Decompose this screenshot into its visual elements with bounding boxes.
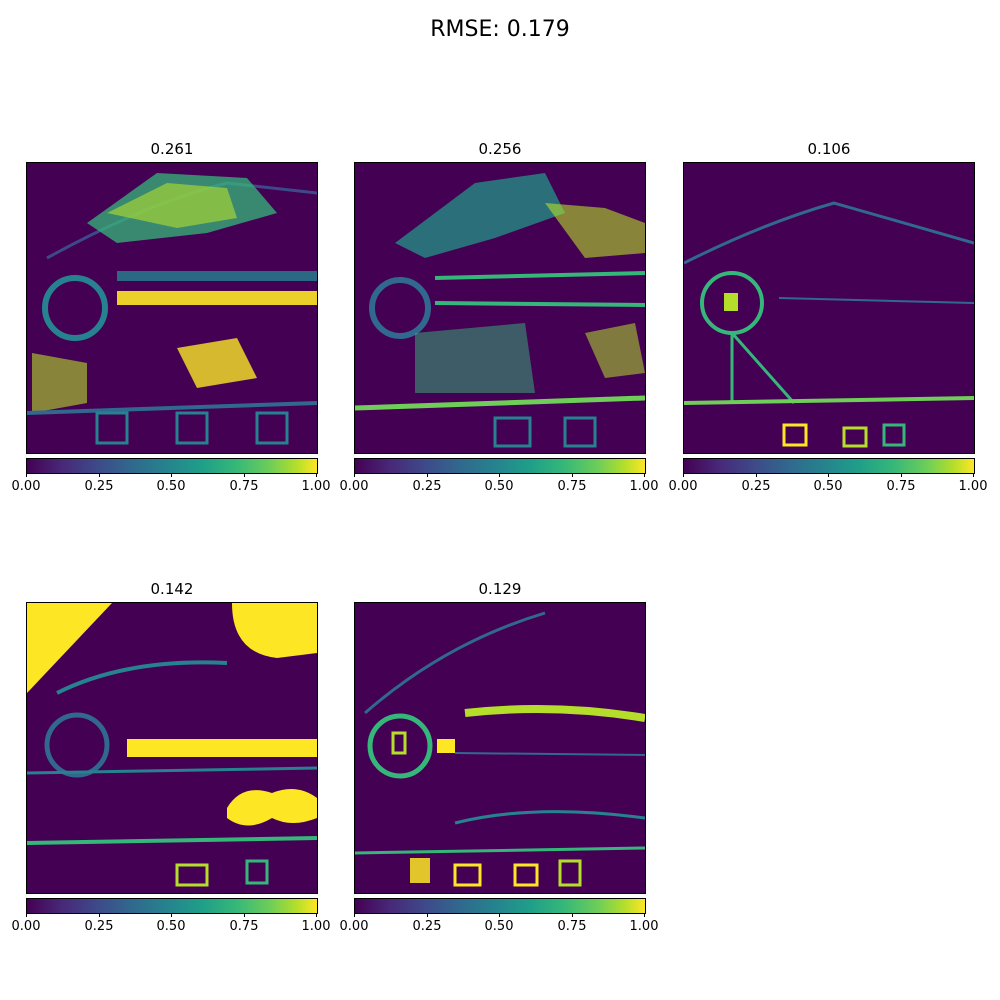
panel-title: 0.142 (150, 580, 194, 598)
heatmap-image (354, 162, 646, 454)
colorbar-tick-label: 1.00 (958, 479, 988, 494)
panel-title: 0.106 (807, 140, 851, 158)
colorbar-tick (354, 473, 355, 477)
colorbar (26, 458, 318, 474)
colorbar-tick-label: 1.00 (629, 479, 659, 494)
colorbar-tick-label: 0.25 (741, 479, 771, 494)
colorbar-tick (99, 913, 100, 917)
panel-title: 0.129 (478, 580, 522, 598)
colorbar-tick (499, 473, 500, 477)
colorbar (26, 898, 318, 914)
colorbar-tick (756, 473, 757, 477)
colorbar-tick-label: 0.00 (668, 479, 698, 494)
colorbar-tick (828, 473, 829, 477)
colorbar-tick-label: 0.75 (886, 479, 916, 494)
colorbar-tick (901, 473, 902, 477)
figure-title: RMSE: 0.179 (430, 17, 570, 42)
colorbar-tick (316, 913, 317, 917)
colorbar-tick-label: 0.50 (813, 479, 843, 494)
colorbar-tick-label: 0.50 (156, 919, 186, 934)
colorbar-tick-label: 1.00 (301, 479, 331, 494)
heatmap-image (354, 602, 646, 894)
colorbar-tick-label: 0.25 (412, 919, 442, 934)
colorbar-tick-label: 1.00 (301, 919, 331, 934)
colorbar-ticks: 0.00 0.25 0.50 0.75 1.00 (340, 473, 658, 503)
colorbar-tick (354, 913, 355, 917)
colorbar-ticks: 0.00 0.25 0.50 0.75 1.00 (12, 473, 330, 503)
colorbar-tick (427, 913, 428, 917)
colorbar-tick-label: 0.75 (557, 479, 587, 494)
colorbar-tick (171, 913, 172, 917)
colorbar-tick-label: 0.00 (11, 919, 41, 934)
colorbar-ticks: 0.00 0.25 0.50 0.75 1.00 (340, 913, 658, 943)
heatmap-image (683, 162, 975, 454)
colorbar-tick (171, 473, 172, 477)
heatmap-image (26, 602, 318, 894)
colorbar-tick-label: 0.00 (339, 479, 369, 494)
colorbar-ticks: 0.00 0.25 0.50 0.75 1.00 (12, 913, 330, 943)
colorbar (683, 458, 975, 474)
colorbar-tick-label: 0.25 (84, 479, 114, 494)
panel-title: 0.261 (150, 140, 194, 158)
colorbar-ticks: 0.00 0.25 0.50 0.75 1.00 (669, 473, 987, 503)
colorbar-tick (683, 473, 684, 477)
colorbar-tick (316, 473, 317, 477)
colorbar-tick-label: 0.25 (84, 919, 114, 934)
colorbar-tick-label: 0.75 (229, 479, 259, 494)
colorbar-tick (572, 913, 573, 917)
colorbar-tick-label: 0.00 (11, 479, 41, 494)
colorbar-tick-label: 0.25 (412, 479, 442, 494)
colorbar (354, 898, 646, 914)
colorbar-tick-label: 0.00 (339, 919, 369, 934)
panel-title: 0.256 (478, 140, 522, 158)
colorbar-tick-label: 0.50 (156, 479, 186, 494)
colorbar-tick (244, 913, 245, 917)
colorbar-tick-label: 0.50 (484, 479, 514, 494)
colorbar-tick-label: 0.75 (229, 919, 259, 934)
colorbar-tick (572, 473, 573, 477)
colorbar-tick-label: 0.75 (557, 919, 587, 934)
colorbar-tick (427, 473, 428, 477)
colorbar-tick (644, 473, 645, 477)
colorbar-tick (244, 473, 245, 477)
colorbar-tick (26, 913, 27, 917)
colorbar-tick-label: 0.50 (484, 919, 514, 934)
colorbar-tick (973, 473, 974, 477)
colorbar-tick (99, 473, 100, 477)
colorbar-tick (644, 913, 645, 917)
colorbar-tick (26, 473, 27, 477)
heatmap-image (26, 162, 318, 454)
colorbar (354, 458, 646, 474)
colorbar-tick-label: 1.00 (629, 919, 659, 934)
colorbar-tick (499, 913, 500, 917)
